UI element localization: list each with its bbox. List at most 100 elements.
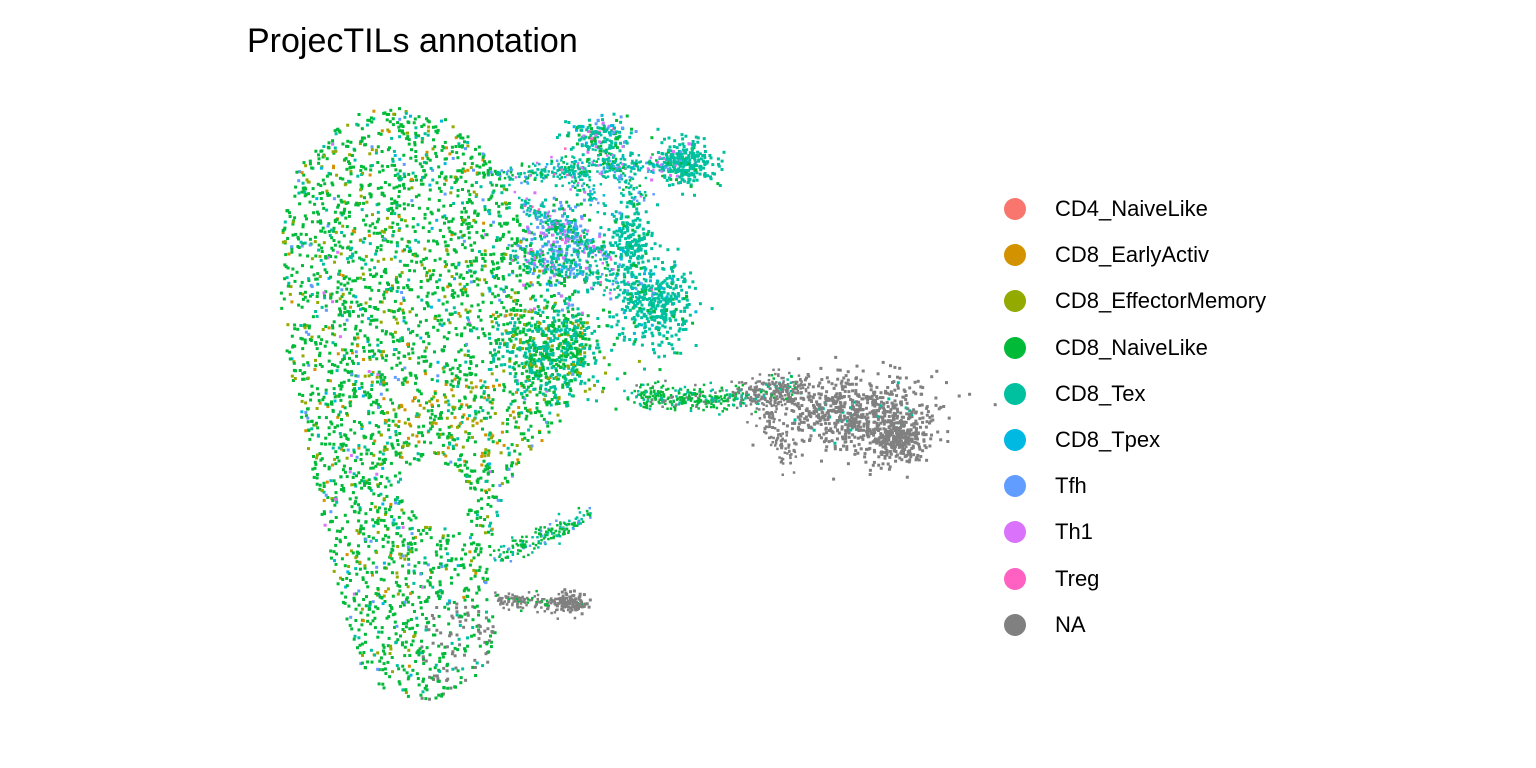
data-point	[576, 370, 580, 374]
data-point	[457, 381, 460, 385]
data-point	[402, 153, 406, 157]
data-point	[483, 205, 487, 209]
data-point	[624, 250, 627, 254]
data-point	[344, 275, 348, 279]
data-point	[596, 271, 600, 275]
data-point	[446, 244, 450, 248]
data-point	[417, 324, 421, 328]
data-point	[522, 268, 526, 272]
data-point	[610, 212, 614, 216]
data-point	[522, 385, 526, 389]
data-point	[422, 585, 426, 589]
data-point	[611, 315, 615, 319]
data-point	[542, 345, 545, 349]
data-point	[476, 499, 480, 503]
data-point	[376, 522, 380, 526]
data-point	[314, 341, 318, 344]
data-point	[620, 229, 624, 232]
data-point	[557, 269, 561, 273]
data-point	[333, 395, 337, 399]
data-point	[313, 460, 317, 464]
data-point	[421, 657, 425, 660]
data-point	[507, 273, 511, 277]
data-point	[368, 322, 372, 326]
data-point	[436, 594, 440, 598]
data-point	[444, 178, 448, 182]
data-point	[325, 340, 329, 344]
data-point	[499, 287, 503, 291]
data-point	[498, 439, 502, 443]
data-point	[304, 233, 308, 237]
data-point	[396, 378, 400, 382]
data-point	[438, 580, 442, 584]
data-point	[445, 645, 449, 649]
data-point	[391, 521, 395, 525]
data-point	[488, 415, 492, 419]
data-point	[348, 193, 352, 197]
data-point	[295, 170, 299, 174]
data-point	[557, 402, 561, 405]
data-point	[634, 264, 637, 268]
data-point	[579, 326, 583, 330]
data-point	[615, 217, 619, 221]
data-point	[590, 127, 593, 131]
data-point	[466, 135, 470, 139]
data-point	[377, 506, 381, 510]
data-point	[395, 664, 399, 668]
data-point	[493, 295, 497, 299]
data-point	[675, 146, 679, 150]
data-point	[634, 299, 638, 303]
data-point	[617, 333, 621, 337]
data-point	[414, 155, 418, 159]
data-point	[565, 260, 569, 264]
data-point	[402, 603, 406, 607]
data-point	[395, 363, 399, 367]
data-point	[680, 168, 684, 172]
data-point	[314, 462, 318, 466]
data-point	[486, 627, 490, 631]
data-point	[525, 393, 529, 397]
data-point	[503, 385, 507, 389]
data-point	[381, 602, 385, 606]
data-point	[498, 484, 502, 487]
data-point	[622, 224, 626, 228]
data-point	[479, 547, 483, 551]
data-point	[474, 194, 478, 198]
data-point	[302, 363, 306, 367]
data-point	[395, 185, 399, 189]
data-point	[538, 254, 542, 258]
data-point	[566, 215, 569, 219]
data-point	[368, 349, 371, 353]
data-point	[662, 305, 666, 309]
data-point	[317, 243, 321, 247]
data-point	[330, 400, 333, 404]
data-point	[331, 248, 335, 252]
data-point	[528, 408, 532, 412]
data-point	[575, 349, 579, 353]
data-point	[335, 290, 339, 294]
data-point	[563, 381, 567, 384]
data-point	[684, 319, 688, 323]
data-point	[290, 374, 294, 378]
data-point	[479, 524, 482, 527]
data-point	[441, 443, 445, 447]
data-point	[415, 376, 418, 380]
data-point	[591, 375, 595, 379]
data-point	[324, 402, 328, 406]
data-point	[644, 330, 647, 333]
data-point	[622, 291, 625, 295]
data-point	[332, 442, 336, 446]
data-point	[610, 129, 614, 133]
data-point	[622, 249, 625, 253]
data-point	[509, 321, 512, 325]
data-point	[516, 317, 520, 321]
data-point	[539, 384, 543, 388]
data-point	[474, 220, 478, 224]
data-point	[474, 569, 478, 573]
data-point	[451, 444, 455, 448]
data-point	[382, 519, 386, 523]
data-point	[344, 585, 348, 589]
data-point	[317, 153, 320, 157]
data-point	[529, 308, 533, 312]
data-point	[539, 314, 542, 318]
